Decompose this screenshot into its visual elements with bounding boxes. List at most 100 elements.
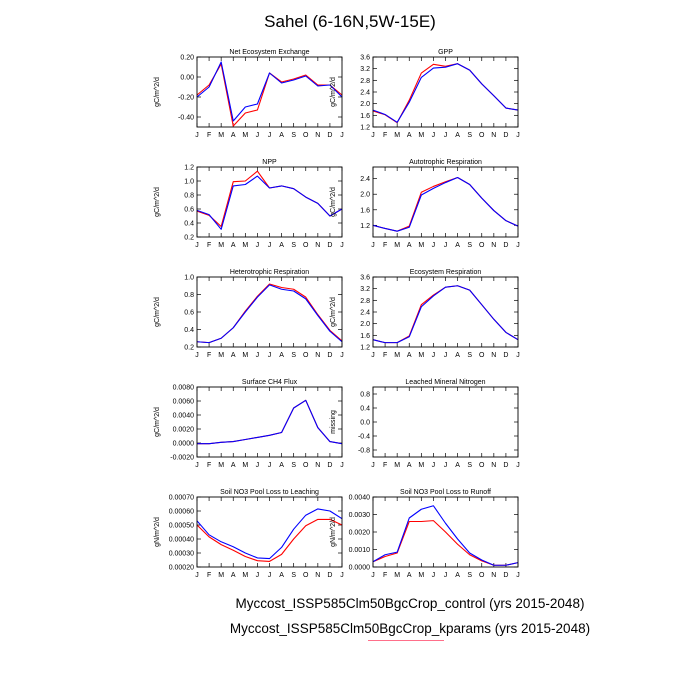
x-tick-label: J — [516, 132, 520, 139]
x-tick-label: J — [340, 572, 344, 579]
y-tick-label: 0.8 — [360, 392, 370, 399]
x-tick-label: J — [371, 242, 375, 249]
y-tick-label: 0.0030 — [349, 512, 371, 519]
x-tick-label: S — [467, 572, 472, 579]
x-tick-label: A — [407, 352, 412, 359]
x-tick-label: M — [394, 132, 400, 139]
y-tick-label: 2.4 — [360, 90, 370, 97]
x-tick-label: A — [455, 242, 460, 249]
y-tick-label: -0.8 — [358, 448, 370, 455]
legend-entry-control: Myccost_ISSP585Clm50BgcCrop_control (yrs… — [235, 596, 585, 611]
x-tick-label: J — [256, 572, 260, 579]
x-tick-label: J — [444, 462, 448, 469]
y-tick-label: 0.0000 — [173, 441, 195, 448]
x-tick-label: N — [491, 132, 496, 139]
x-tick-label: M — [218, 352, 224, 359]
x-tick-label: J — [516, 242, 520, 249]
x-tick-label: O — [479, 352, 485, 359]
x-tick-label: O — [303, 242, 309, 249]
x-tick-label: J — [444, 242, 448, 249]
y-tick-label: 0.8 — [184, 292, 194, 299]
x-tick-label: F — [207, 132, 211, 139]
y-axis-label: gN/m^2/d — [154, 517, 161, 547]
x-tick-label: A — [279, 242, 284, 249]
x-tick-label: J — [371, 132, 375, 139]
y-tick-label: 1.6 — [360, 113, 370, 120]
x-tick-label: S — [467, 462, 472, 469]
x-tick-label: N — [315, 462, 320, 469]
x-tick-label: J — [432, 572, 436, 579]
y-tick-label: 0.2 — [184, 235, 194, 242]
x-tick-label: M — [242, 462, 248, 469]
plot-frame — [196, 56, 343, 128]
y-axis-label: gC/m^2/d — [154, 297, 161, 327]
x-tick-label: N — [315, 572, 320, 579]
x-tick-label: F — [207, 352, 211, 359]
x-tick-label: J — [444, 572, 448, 579]
x-tick-label: A — [407, 242, 412, 249]
y-tick-label: 1.2 — [360, 345, 370, 352]
x-tick-label: F — [207, 462, 211, 469]
y-tick-label: 3.2 — [360, 66, 370, 73]
panel-title: Heterotrophic Respiration — [230, 269, 309, 276]
x-tick-label: O — [479, 132, 485, 139]
panel-title: Surface CH4 Flux — [242, 379, 298, 386]
x-tick-label: A — [231, 132, 236, 139]
y-tick-label: 1.6 — [360, 207, 370, 214]
x-tick-label: A — [279, 462, 284, 469]
y-tick-label: 1.2 — [360, 223, 370, 230]
y-tick-label: 0.0000 — [349, 565, 371, 572]
x-tick-label: M — [394, 572, 400, 579]
x-tick-label: J — [371, 352, 375, 359]
y-tick-label: 1.0 — [184, 275, 194, 282]
x-tick-label: J — [371, 462, 375, 469]
y-tick-label: 0.0010 — [349, 547, 371, 554]
x-tick-label: S — [291, 242, 296, 249]
x-tick-label: F — [383, 462, 387, 469]
x-tick-label: D — [503, 352, 508, 359]
y-tick-label: 0.00040 — [169, 537, 194, 544]
x-tick-label: A — [279, 352, 284, 359]
x-tick-label: A — [231, 352, 236, 359]
x-tick-label: M — [242, 572, 248, 579]
panel-5: Heterotrophic Respiration 1.0 0.8 0.6 0.4 0.2… — [154, 269, 344, 359]
series-line-control — [197, 399, 343, 445]
y-tick-label: 2.4 — [360, 310, 370, 317]
y-axis-label: gN/m^2/d — [330, 517, 337, 547]
plot-frame — [196, 276, 343, 348]
x-tick-label: O — [479, 572, 485, 579]
y-tick-label: 0.00060 — [169, 509, 194, 516]
series-line-control — [196, 61, 343, 122]
series-line-kparams — [196, 518, 343, 562]
series-line-kparams — [372, 63, 519, 124]
x-tick-label: S — [467, 242, 472, 249]
y-tick-label: 0.0060 — [173, 399, 195, 406]
y-tick-label: 2.0 — [360, 101, 370, 108]
x-tick-label: D — [327, 462, 332, 469]
series-line-control — [372, 63, 519, 123]
x-tick-label: M — [218, 132, 224, 139]
x-tick-label: J — [256, 352, 260, 359]
x-tick-label: J — [268, 352, 272, 359]
y-tick-label: 0.4 — [360, 406, 370, 413]
x-tick-label: J — [432, 242, 436, 249]
x-tick-label: J — [444, 132, 448, 139]
x-tick-label: S — [291, 572, 296, 579]
x-tick-label: J — [256, 242, 260, 249]
y-tick-label: 0.00050 — [169, 523, 194, 530]
y-tick-label: 0.00 — [180, 75, 194, 82]
x-tick-label: J — [195, 132, 199, 139]
series-line-control — [196, 175, 343, 230]
x-tick-label: F — [207, 242, 211, 249]
x-tick-label: N — [491, 462, 496, 469]
x-tick-label: S — [291, 462, 296, 469]
x-tick-label: A — [407, 572, 412, 579]
panel-10: Soil NO3 Pool Loss to Runoff 0.0040 0.0030… — [330, 489, 520, 579]
plot-frame — [372, 166, 519, 238]
series-line-kparams — [372, 176, 519, 232]
y-tick-label: 0.0 — [360, 420, 370, 427]
y-tick-label: 0.0040 — [349, 495, 371, 502]
x-tick-label: J — [340, 242, 344, 249]
panel-9: Soil NO3 Pool Loss to Leaching 0.00070 0.0… — [154, 489, 344, 579]
